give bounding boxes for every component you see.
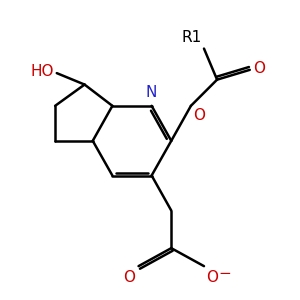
Text: N: N [146, 85, 157, 100]
Text: HO: HO [31, 64, 54, 79]
Text: O: O [207, 270, 219, 285]
Text: −: − [219, 266, 232, 281]
Text: O: O [253, 61, 265, 76]
Text: O: O [194, 109, 206, 124]
Text: R1: R1 [181, 30, 201, 45]
Text: O: O [123, 270, 135, 285]
